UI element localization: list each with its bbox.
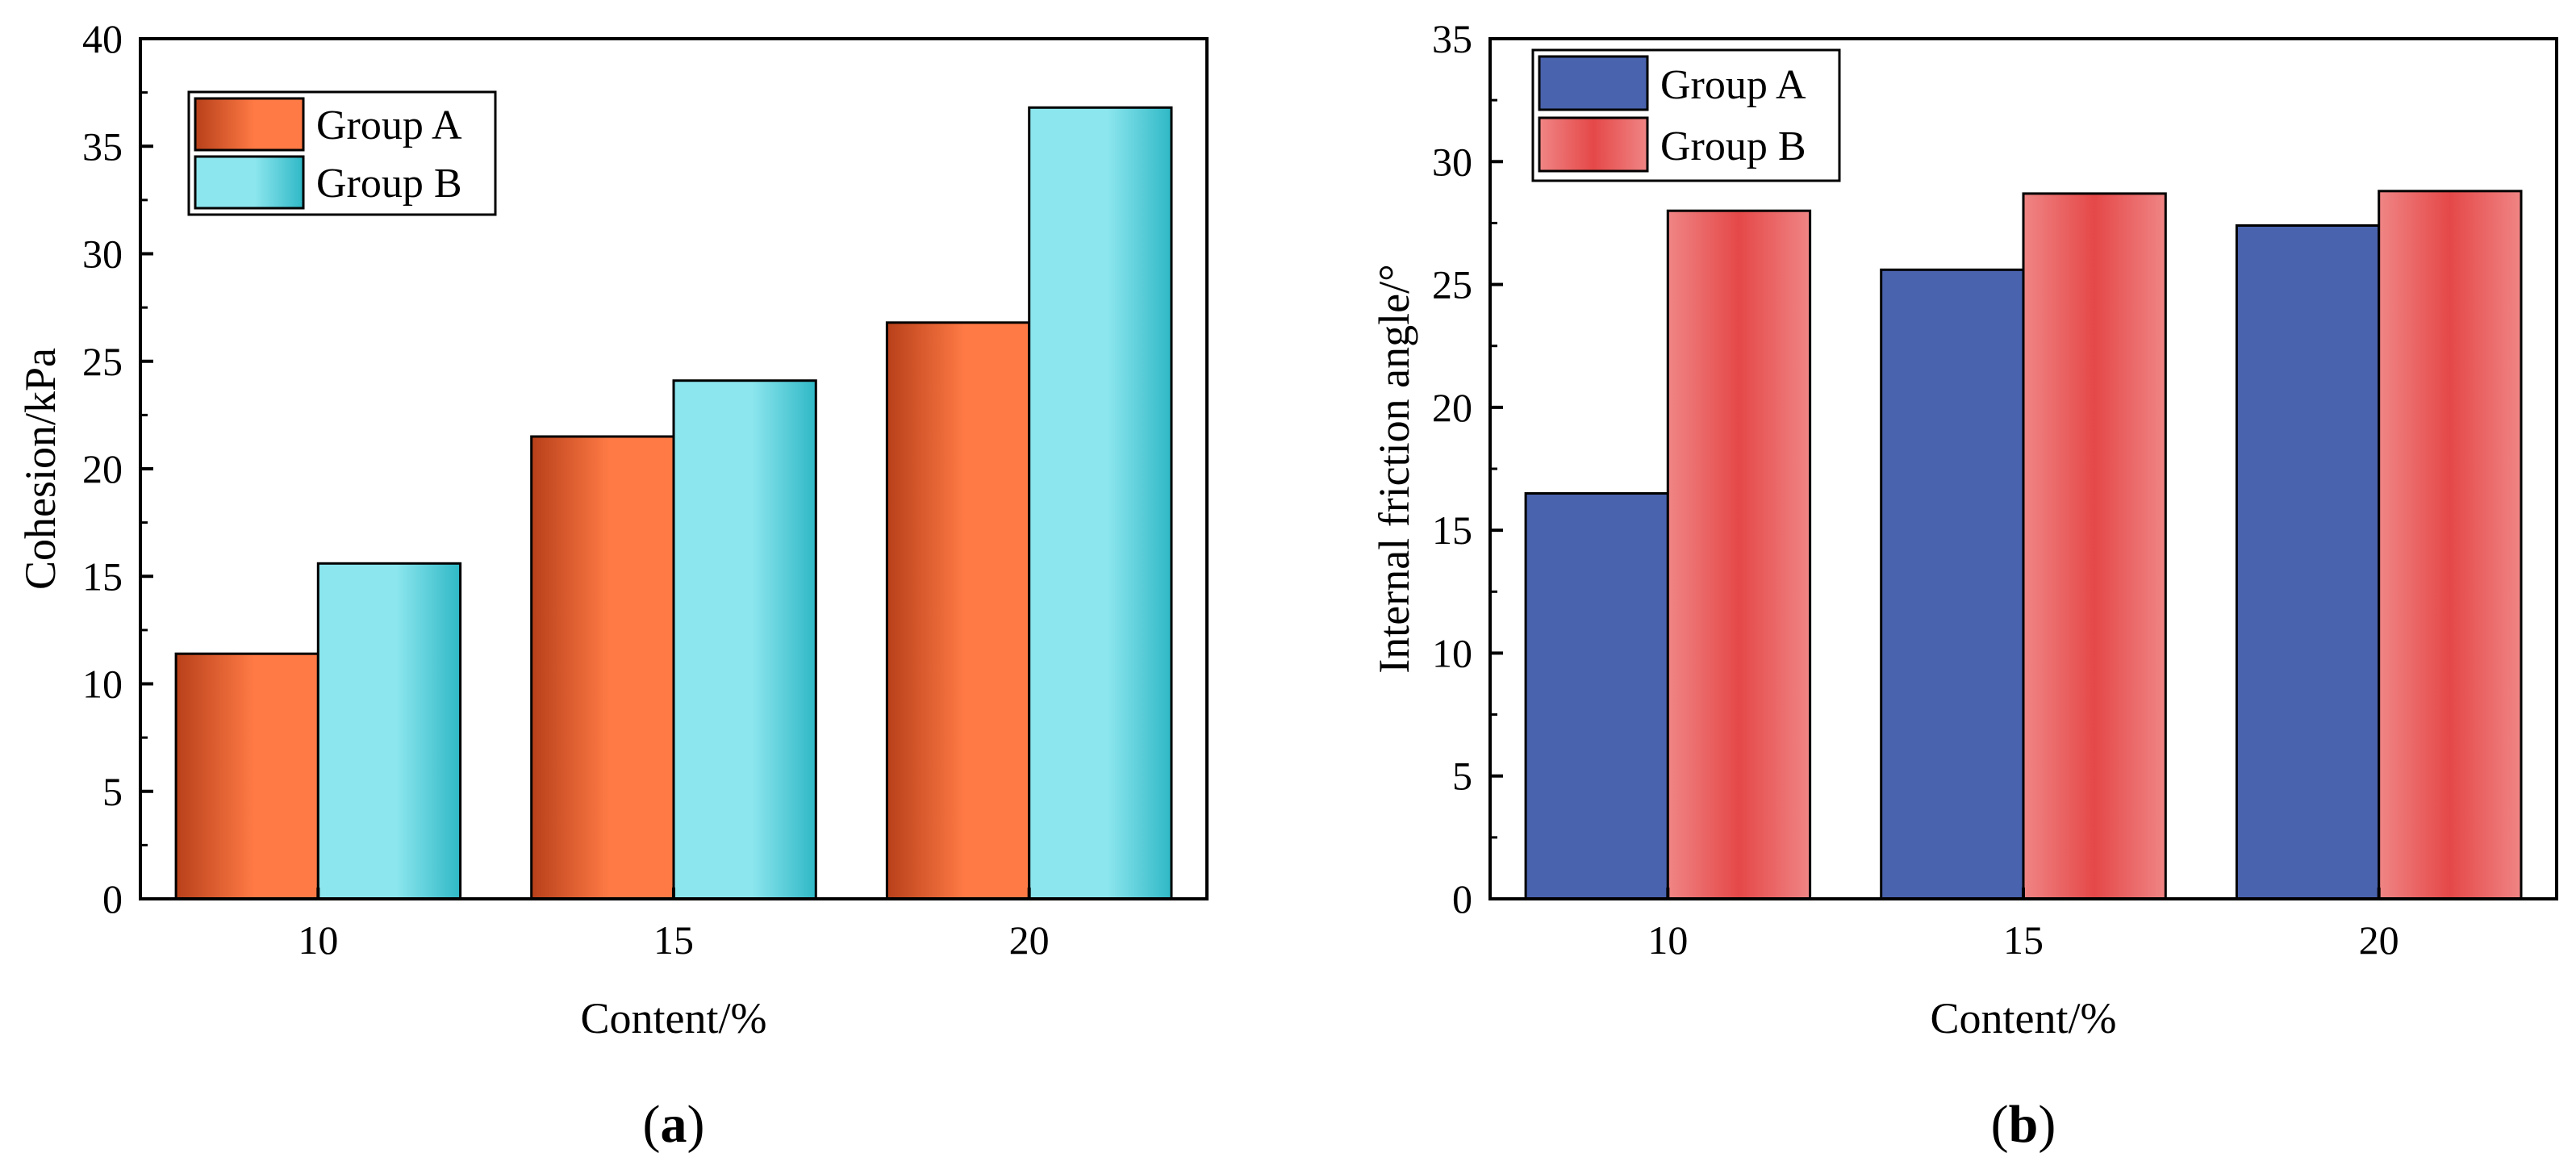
bar-a-group-a-10 xyxy=(174,652,319,900)
legend-a: Group A Group B xyxy=(187,90,497,216)
x-tick-label-a-15: 15 xyxy=(653,917,694,963)
legend-swatch-a-group-b xyxy=(194,155,305,210)
x-tick-label-b-15: 15 xyxy=(2003,917,2044,963)
y-tick-label-b-5: 5 xyxy=(1452,754,1472,799)
x-tick-label-b-20: 20 xyxy=(2359,917,2399,963)
legend-label-b-group-b: Group B xyxy=(1660,123,1806,169)
bar-b-group-a-15 xyxy=(1880,268,2025,900)
legend-b: Group A Group B xyxy=(1531,48,1841,182)
y-tick-label-b-0: 0 xyxy=(1452,876,1472,921)
y-axis-b: 0 5 10 15 20 25 30 35 xyxy=(1432,16,1503,921)
y-tick-label-b-15: 15 xyxy=(1432,508,1472,553)
bar-a-group-a-15 xyxy=(530,435,675,900)
y-tick-label-b-35: 35 xyxy=(1432,16,1472,61)
legend-swatch-b-group-a xyxy=(1538,55,1649,111)
y-axis-title-b: Internal friction angle/° xyxy=(1370,264,1418,673)
y-tick-label-a-5: 5 xyxy=(102,769,123,814)
x-axis-title-b: Content/% xyxy=(1931,994,2117,1042)
x-axis-b: 10 15 20 xyxy=(1647,888,2399,963)
bars-a xyxy=(174,106,1173,900)
legend-label-a-group-a: Group A xyxy=(316,102,462,148)
bar-b-group-a-20 xyxy=(2235,224,2381,900)
x-tick-label-b-10: 10 xyxy=(1647,917,1688,963)
bar-a-group-a-20 xyxy=(885,321,1031,900)
y-tick-label-b-25: 25 xyxy=(1432,262,1472,307)
legend-label-b-group-a: Group A xyxy=(1660,62,1806,108)
x-tick-label-a-20: 20 xyxy=(1009,917,1050,963)
y-tick-label-b-10: 10 xyxy=(1432,630,1472,675)
bar-b-group-b-10 xyxy=(1666,209,1812,900)
y-tick-label-b-30: 30 xyxy=(1432,139,1472,184)
y-tick-label-a-30: 30 xyxy=(82,232,123,277)
y-tick-label-a-40: 40 xyxy=(82,16,123,61)
panel-b: 0 5 10 15 20 25 30 35 10 15 20 Content/% Internal… xyxy=(1370,16,2558,1154)
bar-a-group-b-20 xyxy=(1028,106,1173,900)
y-tick-label-a-15: 15 xyxy=(82,554,123,599)
panel-label-a: (a) xyxy=(643,1095,705,1154)
y-tick-label-b-20: 20 xyxy=(1432,385,1472,430)
bar-a-group-b-15 xyxy=(672,379,817,900)
y-tick-label-a-20: 20 xyxy=(82,446,123,491)
y-tick-label-a-0: 0 xyxy=(102,876,123,921)
bar-b-group-b-20 xyxy=(2378,190,2523,900)
bars-b xyxy=(1524,190,2523,900)
panel-a: 0 5 10 15 20 25 30 35 40 10 15 20 Content/% Cohesi… xyxy=(16,16,1209,1154)
y-axis-title-a: Cohesion/kPa xyxy=(16,348,65,590)
legend-swatch-b-group-b xyxy=(1538,116,1649,173)
y-tick-label-a-35: 35 xyxy=(82,123,123,169)
y-tick-label-a-25: 25 xyxy=(82,339,123,384)
x-axis-a: 10 15 20 xyxy=(298,888,1050,963)
x-tick-label-a-10: 10 xyxy=(298,917,338,963)
legend-label-a-group-b: Group B xyxy=(316,161,462,207)
x-axis-title-a: Content/% xyxy=(581,994,767,1042)
y-tick-label-a-10: 10 xyxy=(82,662,123,707)
bar-b-group-a-10 xyxy=(1524,492,1669,900)
y-axis-a: 0 5 10 15 20 25 30 35 40 xyxy=(82,16,153,921)
legend-swatch-a-group-a xyxy=(194,97,305,152)
panel-label-b: (b) xyxy=(1991,1095,2056,1154)
bar-a-group-b-10 xyxy=(316,562,462,900)
bar-b-group-b-15 xyxy=(2022,192,2167,900)
